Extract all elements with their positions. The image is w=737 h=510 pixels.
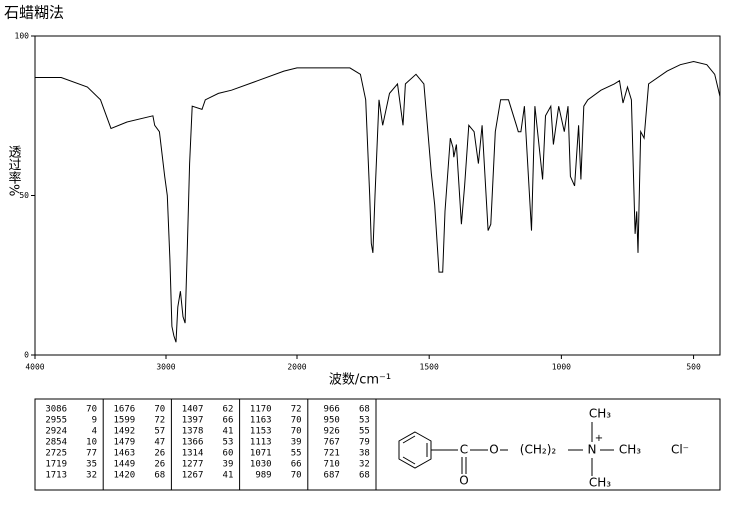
peak-wavenumber: 1397: [182, 416, 204, 426]
peak-transmittance: 55: [291, 449, 302, 459]
peak-wavenumber: 721: [324, 449, 340, 459]
y-tick-label: 100: [15, 32, 30, 41]
peak-wavenumber: 1719: [45, 460, 67, 470]
peak-transmittance: 60: [223, 449, 234, 459]
peak-wavenumber: 926: [324, 427, 340, 437]
x-tick-label: 1500: [420, 363, 439, 372]
structure-methyl-right: CH₃: [619, 443, 641, 457]
structure-ester-o: O: [489, 443, 498, 457]
x-tick-label: 1000: [552, 363, 571, 372]
peak-transmittance: 41: [223, 471, 234, 481]
peak-transmittance: 72: [291, 405, 302, 415]
peak-transmittance: 32: [359, 460, 370, 470]
peak-transmittance: 32: [86, 471, 97, 481]
peak-wavenumber: 1676: [114, 405, 136, 415]
peak-transmittance: 68: [359, 405, 370, 415]
peak-transmittance: 47: [154, 438, 165, 448]
peak-transmittance: 53: [223, 438, 234, 448]
peak-transmittance: 70: [291, 471, 302, 481]
structure-carbonyl-o: O: [459, 474, 468, 488]
peak-transmittance: 66: [223, 416, 234, 426]
peak-transmittance: 9: [92, 416, 97, 426]
peak-wavenumber: 1153: [250, 427, 272, 437]
peak-transmittance: 4: [92, 427, 97, 437]
peak-transmittance: 70: [291, 416, 302, 426]
spectrum-line: [35, 60, 721, 343]
structure-chain: (CH₂)₂: [520, 443, 557, 457]
peak-transmittance: 70: [86, 405, 97, 415]
plot-frame: [34, 35, 721, 356]
peak-transmittance: 57: [154, 427, 165, 437]
peak-transmittance: 62: [223, 405, 234, 415]
x-tick-label: 500: [686, 363, 701, 372]
peak-wavenumber: 1314: [182, 449, 204, 459]
peak-wavenumber: 1170: [250, 405, 272, 415]
x-tick-label: 2000: [287, 363, 306, 372]
structure-charge: +: [595, 433, 603, 444]
x-tick-label: 3000: [156, 363, 175, 372]
peak-wavenumber: 989: [255, 471, 271, 481]
peak-transmittance: 70: [291, 427, 302, 437]
peak-transmittance: 35: [86, 460, 97, 470]
peak-transmittance: 68: [154, 471, 165, 481]
peak-transmittance: 10: [86, 438, 97, 448]
peak-transmittance: 39: [223, 460, 234, 470]
x-axis-label: 波数/cm⁻¹: [329, 373, 391, 388]
peak-wavenumber: 1277: [182, 460, 204, 470]
peak-wavenumber: 687: [324, 471, 340, 481]
peak-wavenumber: 1449: [114, 460, 136, 470]
peak-wavenumber: 966: [324, 405, 340, 415]
peak-transmittance: 26: [154, 449, 165, 459]
structure-methyl-bottom: CH₃: [589, 476, 611, 490]
y-tick-label: 50: [19, 191, 29, 200]
peak-wavenumber: 1492: [114, 427, 136, 437]
peak-wavenumber: 1030: [250, 460, 272, 470]
peak-wavenumber: 710: [324, 460, 340, 470]
peak-transmittance: 53: [359, 416, 370, 426]
peak-wavenumber: 1479: [114, 438, 136, 448]
structure-nitrogen: N: [588, 443, 597, 457]
peak-transmittance: 39: [291, 438, 302, 448]
peak-wavenumber: 1071: [250, 449, 272, 459]
chart-title: 石蜡糊法: [4, 4, 64, 22]
peak-transmittance: 41: [223, 427, 234, 437]
peak-transmittance: 79: [359, 438, 370, 448]
peak-wavenumber: 950: [324, 416, 340, 426]
structure-carbonyl-c: C: [460, 443, 468, 457]
peak-transmittance: 72: [154, 416, 165, 426]
peak-transmittance: 66: [291, 460, 302, 470]
peak-transmittance: 38: [359, 449, 370, 459]
peak-wavenumber: 2955: [45, 416, 67, 426]
y-tick-label: 0: [24, 351, 29, 360]
structure-anion: Cl⁻: [671, 443, 689, 457]
table-frame: [34, 398, 721, 491]
peak-wavenumber: 1599: [114, 416, 136, 426]
peak-wavenumber: 3086: [45, 405, 67, 415]
x-tick-label: 4000: [25, 363, 44, 372]
peak-wavenumber: 1163: [250, 416, 272, 426]
peak-wavenumber: 1267: [182, 471, 204, 481]
y-axis-label: 透过率%: [6, 145, 22, 196]
peak-transmittance: 55: [359, 427, 370, 437]
structure-bonds: [398, 422, 614, 476]
peak-wavenumber: 1463: [114, 449, 136, 459]
peak-wavenumber: 767: [324, 438, 340, 448]
peak-wavenumber: 1713: [45, 471, 67, 481]
peak-wavenumber: 1378: [182, 427, 204, 437]
peak-wavenumber: 2924: [45, 427, 67, 437]
peak-wavenumber: 1407: [182, 405, 204, 415]
peak-wavenumber: 1420: [114, 471, 136, 481]
peak-transmittance: 77: [86, 449, 97, 459]
peak-transmittance: 26: [154, 460, 165, 470]
peak-wavenumber: 2854: [45, 438, 67, 448]
peak-transmittance: 68: [359, 471, 370, 481]
peak-wavenumber: 2725: [45, 449, 67, 459]
peak-wavenumber: 1113: [250, 438, 272, 448]
peak-transmittance: 70: [154, 405, 165, 415]
structure-methyl-top: CH₃: [589, 407, 611, 421]
peak-wavenumber: 1366: [182, 438, 204, 448]
